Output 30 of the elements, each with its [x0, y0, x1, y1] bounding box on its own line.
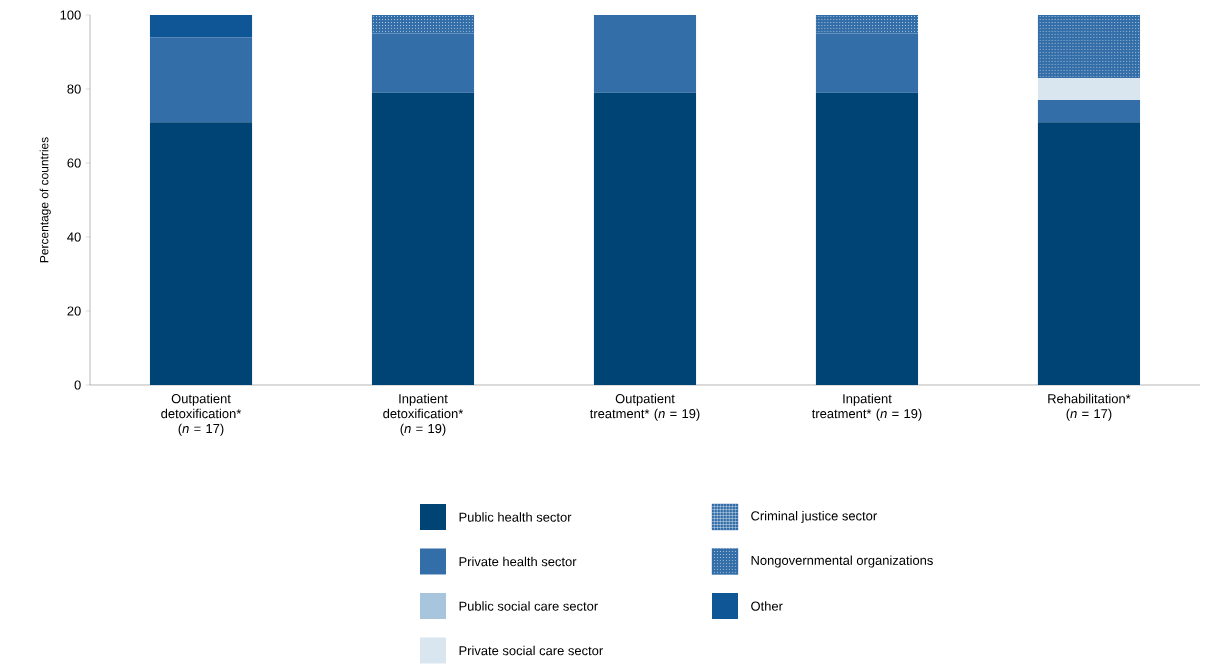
legend-label: Criminal justice sector [751, 510, 877, 524]
bar [1037, 14, 1141, 78]
bar [1037, 122, 1141, 385]
legend-label: Public social care sector [459, 601, 598, 611]
legend-label: Public health sector [459, 512, 572, 522]
bar [593, 14, 697, 93]
y-tick-label: 100 [60, 10, 81, 20]
y-tick-label: 20 [67, 306, 81, 316]
x-tick-label: Inpatient detoxification* (n = 19) [383, 393, 464, 436]
y-tick-label: 0 [74, 380, 81, 390]
legend-label: Private health sector [459, 556, 577, 567]
legend-label: Private social care sector [459, 645, 603, 656]
bar [1037, 100, 1141, 123]
bar [149, 122, 253, 385]
bar [371, 92, 475, 385]
y-tick-label: 80 [67, 84, 81, 94]
x-tick-label: Outpatient detoxification* (n = 17) [161, 393, 242, 436]
y-axis-title: Percentage of countries [39, 137, 51, 263]
bar [1037, 77, 1141, 101]
bar [149, 37, 253, 123]
legend-label: Nongovernmental organizations [751, 555, 933, 568]
bar [593, 92, 697, 385]
x-tick-label: Rehabilitation* (n = 17) [1048, 393, 1131, 421]
x-tick-label: Inpatient treatment* (n = 19) [811, 393, 922, 421]
y-tick-label: 60 [67, 158, 81, 168]
bar [815, 92, 919, 385]
x-tick-label: Outpatient treatment* (n = 19) [589, 393, 700, 421]
bar [149, 14, 253, 38]
legend-label: Other [751, 601, 783, 611]
y-tick-label: 40 [67, 232, 81, 242]
